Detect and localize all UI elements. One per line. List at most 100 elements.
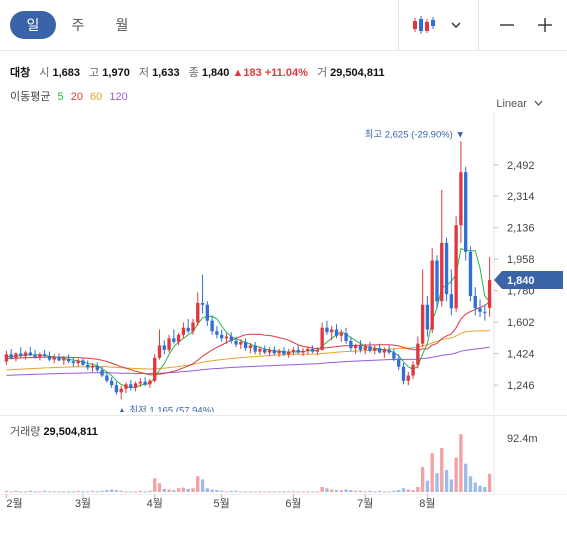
tab-weekly[interactable]: 주 [71,17,85,33]
candle-body [325,327,329,333]
tab-monthly[interactable]: 월 [115,17,129,33]
volume-bar [119,490,123,492]
volume-bar [373,491,377,493]
candle-body [33,355,37,357]
x-tick-label: 3월 [75,497,91,510]
y-tick-label: 1,602 [507,317,535,329]
volume-bar [229,490,233,492]
chevron-down-icon [534,100,543,106]
volume-bar [23,491,28,493]
volume-bar [109,489,114,492]
volume-bar [172,490,176,492]
volume-bar [487,473,492,492]
candle [105,371,109,383]
volume-bar [90,490,95,492]
candle-body [430,260,434,330]
candle [71,357,76,367]
volume-bar [330,489,334,492]
candle-body [401,366,406,381]
candle-body [23,352,28,357]
zoom-in-button[interactable] [528,0,562,50]
candle [449,269,454,316]
candle [86,360,90,371]
candle-body [478,308,482,312]
candle [320,322,324,351]
volume-bar [224,491,229,493]
volume-legend-value: 29,504,811 [43,426,98,438]
candle-body [38,354,42,357]
candle-body [176,334,181,342]
volume-bar [253,491,257,493]
candle-body [114,385,119,393]
price-chart[interactable]: 2,4922,3142,1361,9581,7801,6021,4241,246… [0,112,567,412]
candle [200,274,205,314]
y-tick-label: 1,424 [507,349,535,361]
candle-body [81,360,85,365]
ma-line-20 [6,301,490,376]
candle [306,346,310,355]
volume-bar [215,490,219,492]
candle-body [71,361,76,364]
candle [81,357,85,366]
candle-body [100,370,104,376]
candle [62,356,66,365]
candle-body [373,348,377,351]
volume-bar [81,491,85,493]
volume-bar [411,490,415,492]
x-tick-label: 2월 [6,497,22,510]
tab-daily[interactable]: 일 [10,11,56,39]
candle-body [358,345,363,350]
volume-bar [47,491,52,493]
volume-bar [167,489,171,492]
candle-body [464,172,468,252]
volume-bar [416,486,420,492]
volume-chart: 92.4m [4,416,538,494]
candle [181,322,186,339]
volume-bar [62,491,66,493]
candle [28,347,32,357]
candle-body [454,225,458,309]
change-percent: +11.04% [264,67,308,79]
candle [243,338,248,351]
candle-body [19,353,23,357]
change-value: 183 [243,67,262,79]
x-axis: 2월 3월 4월 5월 6월 7월 8월 [0,494,567,510]
x-tick-label: 5월 [214,497,230,510]
candle-body [243,341,248,349]
candle-body [200,303,205,305]
candle-body [406,375,410,381]
volume-value: 29,504,811 [330,67,385,79]
candle-body [425,304,430,330]
ma-line-5 [6,247,490,389]
candle [330,325,334,341]
candle [464,166,468,261]
candlestick-icon [413,16,435,34]
candle [148,379,152,388]
x-tick-label: 8월 [419,497,435,510]
candle [95,362,99,372]
zoom-out-button[interactable] [490,0,524,50]
volume-bar [124,491,128,493]
candle [272,346,276,356]
volume-bar [28,490,32,492]
chart-type-button[interactable] [406,0,466,50]
candle-body [86,364,90,368]
candle-body [334,329,339,336]
volume-bar [310,491,315,493]
candle [263,345,267,355]
volume-bar [133,491,138,493]
candle [425,295,430,337]
scale-selector[interactable]: Linear [496,98,543,110]
moving-average-legend[interactable]: 이동평균 5 20 60 120 [10,88,132,104]
volume-bar [19,491,23,493]
candle-body [57,356,61,361]
candle [90,363,95,372]
candle-body [330,329,334,333]
volume-bar [57,491,61,493]
volume-bar [114,490,119,492]
candle [19,347,23,358]
volume-bar [100,490,104,492]
volume-bar [176,488,181,492]
candle [454,216,458,312]
volume-bar [349,490,353,492]
